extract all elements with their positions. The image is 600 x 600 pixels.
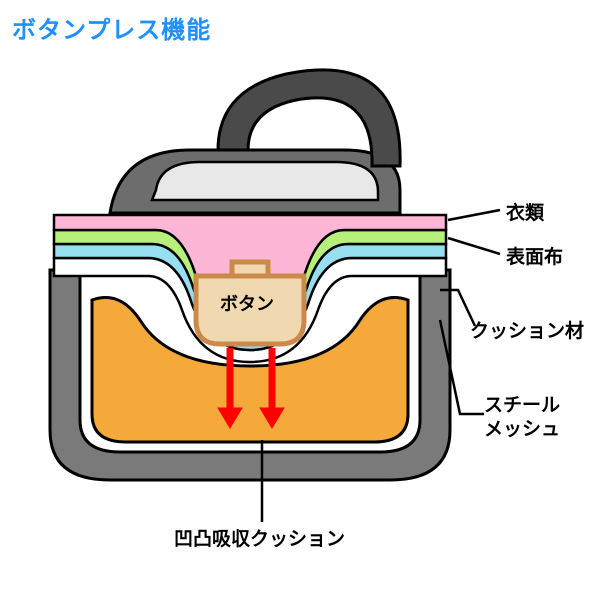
label-button: ボタン [220,290,274,316]
label-steel-mesh: スチール メッシュ [484,394,560,442]
label-cushion: クッション材 [470,316,584,343]
diagram-container: ボタンプレス機能 [0,0,600,600]
label-clothing: 衣類 [506,198,544,225]
iron-icon [110,70,400,213]
diagram-svg [0,0,600,600]
label-surface-cloth: 表面布 [506,242,563,269]
label-absorb: 凹凸吸収クッション [174,524,345,551]
